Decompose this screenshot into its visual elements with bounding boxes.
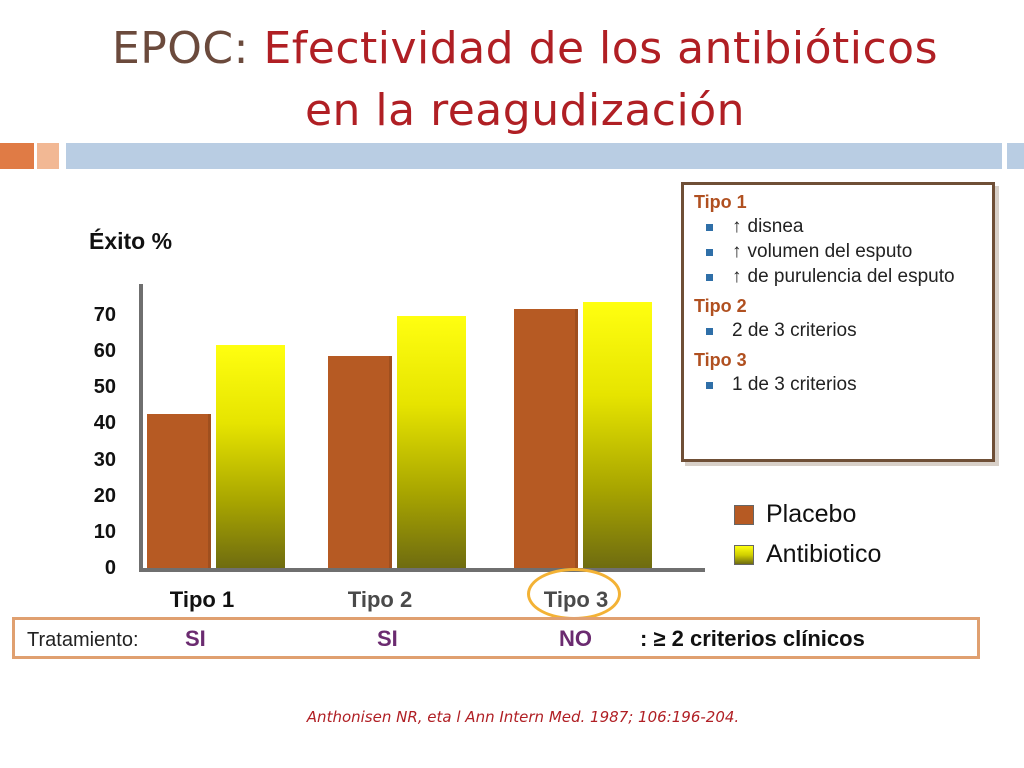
criteria-list-tipo1: ↑ disnea ↑ volumen del esputo ↑ de purulenc… xyxy=(694,216,982,288)
treatment-criteria: : ≥ 2 criterios clínicos xyxy=(640,626,865,651)
criteria-text: 2 de 3 criterios xyxy=(732,320,857,341)
criteria-list-tipo2: 2 de 3 criterios xyxy=(694,320,982,342)
y-tick-label: 70 xyxy=(93,304,116,326)
bar-placebo-2 xyxy=(328,355,392,569)
title-line-2: en la reagudización xyxy=(304,85,746,136)
y-tick-label: 10 xyxy=(93,520,116,543)
highlight-circle xyxy=(527,568,621,620)
legend-swatch-antibiotico xyxy=(734,545,754,566)
criteria-head-tipo3: Tipo 3 xyxy=(694,350,747,370)
slide-title: EPOC: Efectividad de los antibióticos en… xyxy=(0,18,1024,142)
list-item: ↑ de purulencia del esputo xyxy=(694,266,982,288)
x-axis-line xyxy=(139,568,705,572)
y-axis-label: Éxito % xyxy=(89,228,173,254)
deco-bar-light-orange xyxy=(37,143,59,169)
x-category-label: Tipo 1 xyxy=(169,587,235,612)
title-prefix: EPOC: xyxy=(111,23,249,74)
criteria-head-tipo2: Tipo 2 xyxy=(694,296,747,316)
criteria-box: Tipo 1 ↑ disnea ↑ volumen del esputo ↑ de p… xyxy=(681,182,995,462)
criteria-head-tipo1: Tipo 1 xyxy=(694,192,747,212)
y-tick-label: 20 xyxy=(93,484,116,507)
treatment-label: Tratamiento: xyxy=(27,629,139,651)
y-tick-label: 50 xyxy=(93,376,116,399)
arrow-up-icon: ↑ xyxy=(732,216,742,237)
legend-swatch-placebo xyxy=(734,505,754,526)
treatment-value-tipo1: SI xyxy=(185,626,206,651)
treatment-row: Tratamiento: SI SI NO : ≥ 2 criterios cl… xyxy=(12,617,980,659)
title-line-1: Efectividad de los antibióticos xyxy=(263,23,939,74)
list-item: 1 de 3 criterios xyxy=(694,374,982,396)
list-item: ↑ disnea xyxy=(694,216,982,238)
treatment-value-tipo3: NO xyxy=(559,626,592,651)
bar-placebo-3 xyxy=(514,308,578,569)
bar-placebo-1 xyxy=(147,413,211,569)
legend-label-antibiotico: Antibiotico xyxy=(766,540,882,568)
treatment-value-tipo2: SI xyxy=(377,626,398,651)
y-tick-label: 60 xyxy=(93,340,116,363)
bar-antibiotico-1 xyxy=(216,344,285,569)
list-item: ↑ volumen del esputo xyxy=(694,241,982,263)
legend-placebo: Placebo xyxy=(734,500,856,529)
criteria-text: volumen del esputo xyxy=(747,241,913,262)
criteria-text: de purulencia del esputo xyxy=(747,266,955,287)
list-item: 2 de 3 criterios xyxy=(694,320,982,342)
deco-bar-blue-end xyxy=(1007,143,1024,169)
bar-antibiotico-2 xyxy=(397,316,466,569)
deco-bar-orange xyxy=(0,143,34,169)
x-category-label: Tipo 2 xyxy=(347,587,413,612)
bar-antibiotico-3 xyxy=(583,301,652,569)
deco-bar-blue xyxy=(66,143,1002,169)
legend-label-placebo: Placebo xyxy=(766,500,857,528)
y-axis-line xyxy=(139,284,143,570)
criteria-text: disnea xyxy=(747,216,804,237)
arrow-up-icon: ↑ xyxy=(732,266,742,287)
y-tick-label: 0 xyxy=(104,557,116,579)
legend-antibiotico: Antibiotico xyxy=(734,540,881,569)
criteria-text: 1 de 3 criterios xyxy=(732,374,857,395)
criteria-list-tipo3: 1 de 3 criterios xyxy=(694,374,982,396)
y-tick-label: 40 xyxy=(93,412,116,435)
citation: Anthonisen NR, eta l Ann Intern Med. 198… xyxy=(306,708,740,726)
y-tick-label: 30 xyxy=(93,448,116,471)
arrow-up-icon: ↑ xyxy=(732,241,742,262)
